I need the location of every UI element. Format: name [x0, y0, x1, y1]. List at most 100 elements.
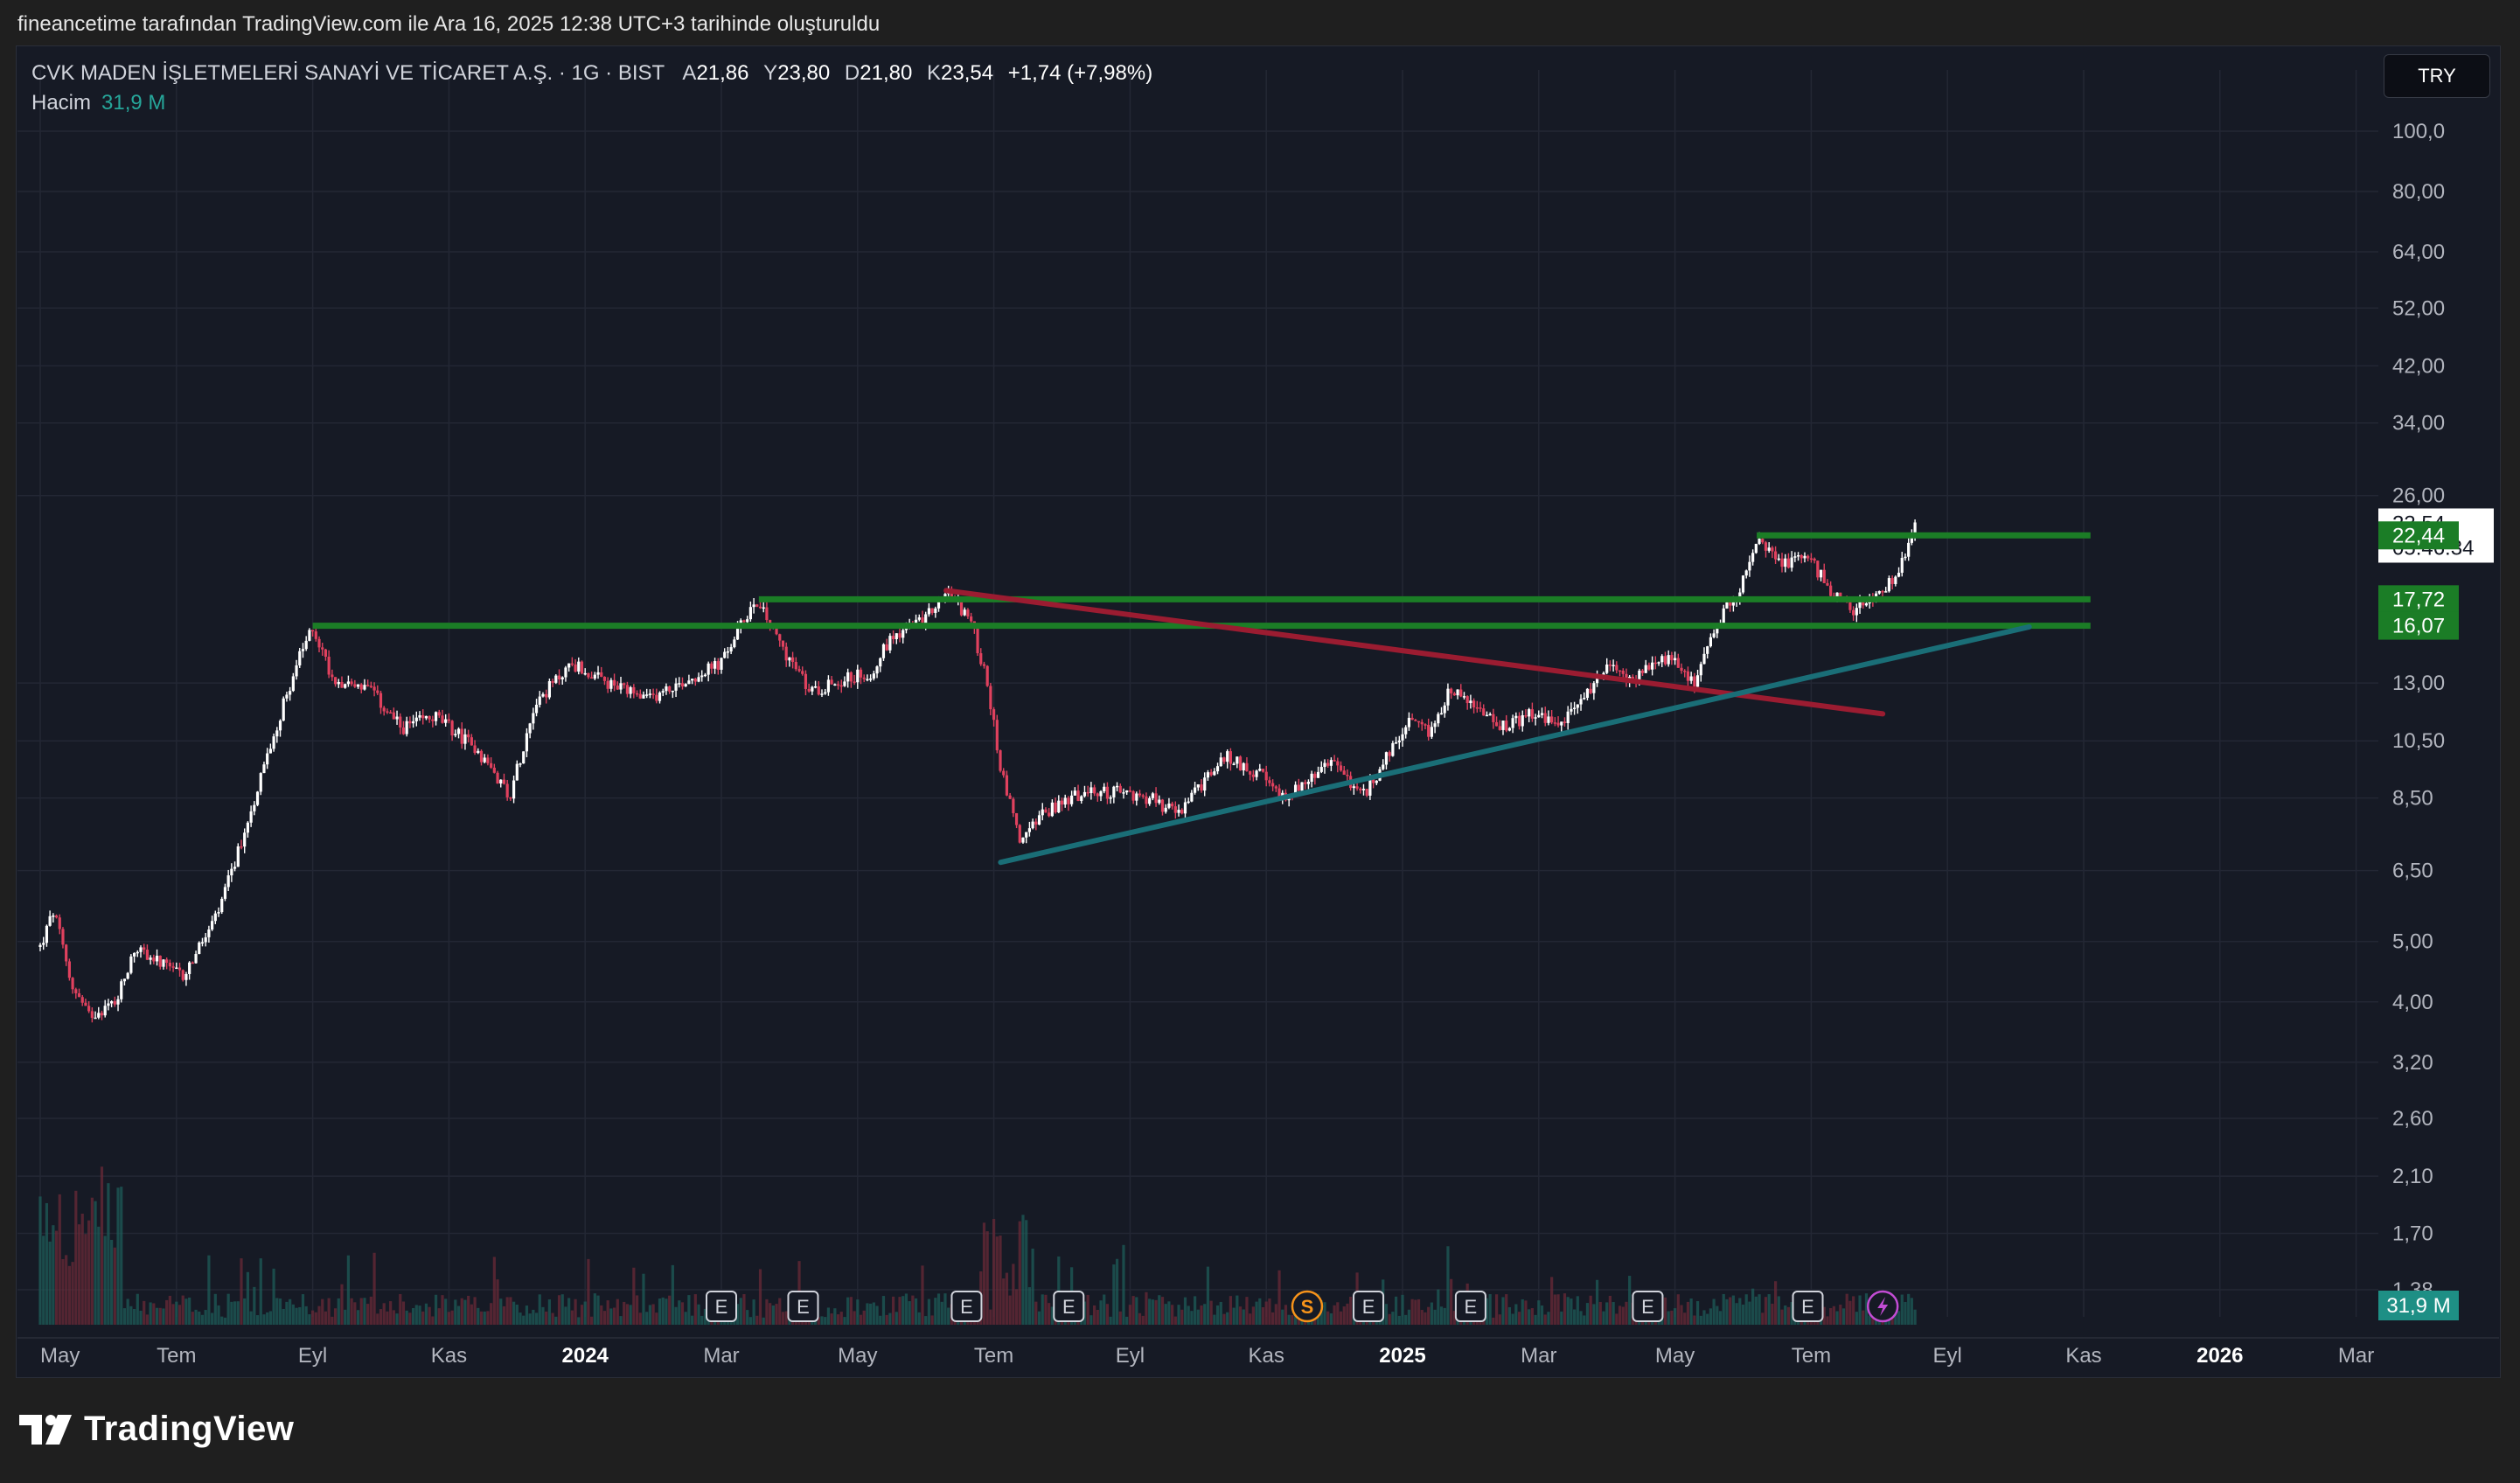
candle-body — [350, 681, 353, 685]
volume-bar — [739, 1298, 742, 1325]
level-tag-16: 16,07 — [2392, 615, 2445, 638]
candle-body — [71, 978, 74, 990]
candle-body — [454, 734, 457, 735]
candle-body — [1355, 786, 1359, 789]
candle-body — [1521, 714, 1524, 727]
candle-body — [1313, 773, 1317, 778]
volume-bar — [1725, 1298, 1729, 1325]
candle-body — [788, 657, 791, 661]
volume-bar — [509, 1297, 512, 1325]
volume-bar — [382, 1303, 386, 1325]
candle-body — [515, 763, 519, 781]
volume-bar — [1822, 1306, 1826, 1325]
candle-body — [713, 661, 717, 669]
candle-body — [862, 677, 866, 679]
volume-bar — [392, 1310, 395, 1325]
currency-button[interactable]: TRY — [2384, 54, 2490, 98]
volume-bar — [437, 1308, 441, 1325]
candle-body — [1096, 793, 1099, 797]
candle-body — [522, 751, 526, 764]
volume-label: Hacim — [31, 91, 92, 115]
volume-bar — [580, 1305, 584, 1325]
volume-bar — [1437, 1289, 1440, 1325]
candle-body — [1054, 802, 1057, 813]
flash-bolt — [1877, 1297, 1889, 1316]
candle-body — [839, 685, 843, 687]
candle-body — [1027, 828, 1032, 832]
volume-bar — [1128, 1305, 1131, 1325]
candle-body — [632, 686, 636, 693]
candle-body — [1115, 785, 1119, 788]
volume-bar — [499, 1298, 503, 1325]
volume-bar — [1329, 1312, 1333, 1325]
price-tick-label: 42,00 — [2392, 354, 2445, 378]
time-tick-label: 2025 — [1379, 1344, 1425, 1368]
volume-bar — [298, 1306, 302, 1325]
level-tag-22: 22,44 — [2392, 524, 2445, 547]
candle-body — [651, 693, 655, 695]
candle-body — [490, 762, 493, 768]
volume-bar — [1268, 1298, 1271, 1325]
volume-bar — [1517, 1312, 1521, 1325]
earnings-letter: E — [1362, 1296, 1375, 1318]
price-tick-label: 4,00 — [2392, 991, 2433, 1014]
candle-body — [1459, 689, 1463, 697]
candle-body — [145, 950, 150, 960]
candle-body — [687, 680, 691, 685]
candle-body — [1067, 797, 1070, 804]
volume-bar — [1852, 1296, 1855, 1325]
chart-panel[interactable] — [16, 45, 2501, 1378]
candle-body — [1300, 782, 1304, 791]
candle-body — [1780, 558, 1784, 567]
volume-bar — [775, 1304, 778, 1325]
volume-bar — [519, 1312, 522, 1325]
candle-body — [1128, 790, 1131, 792]
volume-bar — [567, 1298, 571, 1325]
candle-body — [1640, 670, 1645, 673]
volume-bar — [1014, 1289, 1019, 1325]
candle-body — [1187, 801, 1190, 804]
volume-bar — [1452, 1311, 1456, 1325]
candle-body — [801, 671, 804, 674]
tradingview-logo[interactable]: TradingView — [19, 1410, 294, 1449]
volume-bar — [1346, 1303, 1349, 1325]
candle-body — [989, 686, 992, 710]
volume-bar — [895, 1312, 898, 1325]
volume-bar — [1446, 1246, 1450, 1325]
candle-body — [1258, 769, 1262, 771]
volume-bar — [1326, 1311, 1330, 1325]
volume-bar — [376, 1313, 379, 1325]
volume-bar — [648, 1305, 651, 1325]
candle-body — [1118, 785, 1122, 793]
candle-body — [116, 999, 120, 1005]
volume-bar — [441, 1295, 444, 1325]
volume-bar — [363, 1298, 366, 1325]
volume-bar — [113, 1247, 116, 1325]
volume-bar — [1543, 1314, 1547, 1325]
candle-body — [1274, 786, 1277, 789]
candle-body — [411, 721, 415, 724]
volume-bar — [985, 1231, 989, 1325]
volume-bar — [1274, 1304, 1277, 1325]
candle-body — [879, 658, 882, 667]
volume-bar — [456, 1305, 461, 1325]
candle-body — [291, 676, 295, 692]
volume-bar — [525, 1305, 529, 1325]
candle-body — [748, 607, 752, 620]
candle-body — [278, 721, 282, 731]
volume-bar — [1249, 1313, 1252, 1325]
candle-body — [567, 663, 571, 668]
candle-body — [1524, 714, 1528, 717]
symbol-title: CVK MADEN İŞLETMELERİ SANAYİ VE TİCARET … — [31, 61, 665, 85]
volume-bar — [1388, 1313, 1391, 1325]
candle-body — [304, 640, 308, 650]
volume-bar — [908, 1301, 911, 1325]
candle-body — [593, 674, 596, 679]
candle-body — [1138, 793, 1142, 796]
candle-body — [100, 1013, 104, 1016]
candle-body — [1809, 558, 1813, 560]
volume-bar — [1154, 1299, 1158, 1325]
volume-bar — [930, 1315, 934, 1325]
